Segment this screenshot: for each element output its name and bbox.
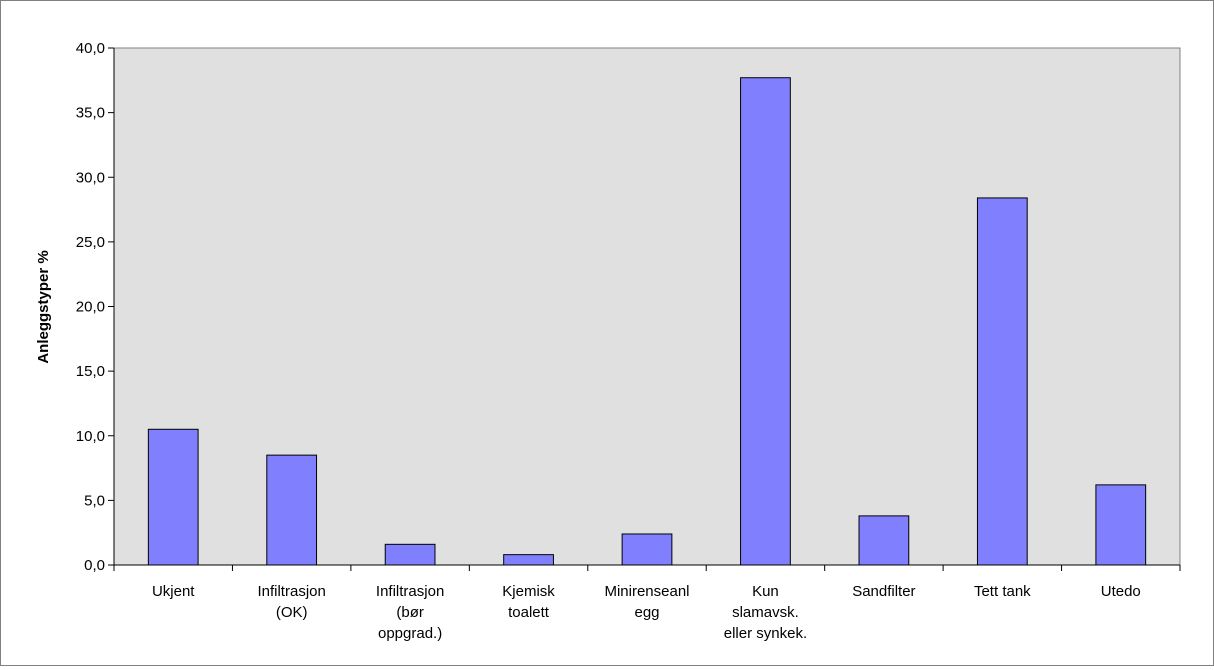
bar bbox=[503, 554, 554, 566]
x-tick-label: Infiltrasjon (bør oppgrad.) bbox=[376, 583, 444, 642]
x-tick-label: Kjemisk toalett bbox=[502, 583, 555, 621]
y-tick-label: 35,0 bbox=[76, 105, 105, 122]
y-tick-label: 15,0 bbox=[76, 363, 105, 380]
y-tick-label: 5,0 bbox=[84, 492, 105, 509]
bar bbox=[621, 533, 673, 566]
x-tick-label: Utedo bbox=[1101, 583, 1141, 600]
x-tick-label: Sandfilter bbox=[852, 583, 915, 600]
y-tick-label: 40,0 bbox=[76, 40, 105, 57]
y-tick-label: 30,0 bbox=[76, 169, 105, 186]
bar bbox=[384, 543, 436, 566]
bar bbox=[147, 428, 199, 566]
y-tick-label: 10,0 bbox=[76, 428, 105, 445]
bar bbox=[858, 515, 910, 566]
x-tick-label: Minirenseanl egg bbox=[604, 583, 689, 621]
y-axis: 0,0 5,0 10,0 15,0 20,0 25,0 30,0 35,0 40,0 bbox=[76, 40, 115, 574]
bar bbox=[976, 197, 1028, 566]
x-tick-label: Infiltrasjon (OK) bbox=[257, 583, 325, 621]
y-tick-label: 25,0 bbox=[76, 234, 105, 251]
bar bbox=[740, 77, 791, 566]
x-tick-label: Ukjent bbox=[152, 583, 195, 600]
y-tick-label: 20,0 bbox=[76, 299, 105, 316]
x-axis: Ukjent Infiltrasjon (OK) Infiltrasjon (bør op… bbox=[113, 564, 1181, 642]
x-tick-label: Tett tank bbox=[974, 583, 1031, 600]
bars bbox=[147, 77, 1147, 566]
y-axis-title: Anleggstyper % bbox=[35, 250, 52, 363]
x-tick-label: Kun slamavsk. eller synkek. bbox=[724, 583, 807, 642]
bar bbox=[266, 454, 318, 566]
bar bbox=[1095, 484, 1147, 566]
y-tick-label: 0,0 bbox=[84, 557, 105, 574]
